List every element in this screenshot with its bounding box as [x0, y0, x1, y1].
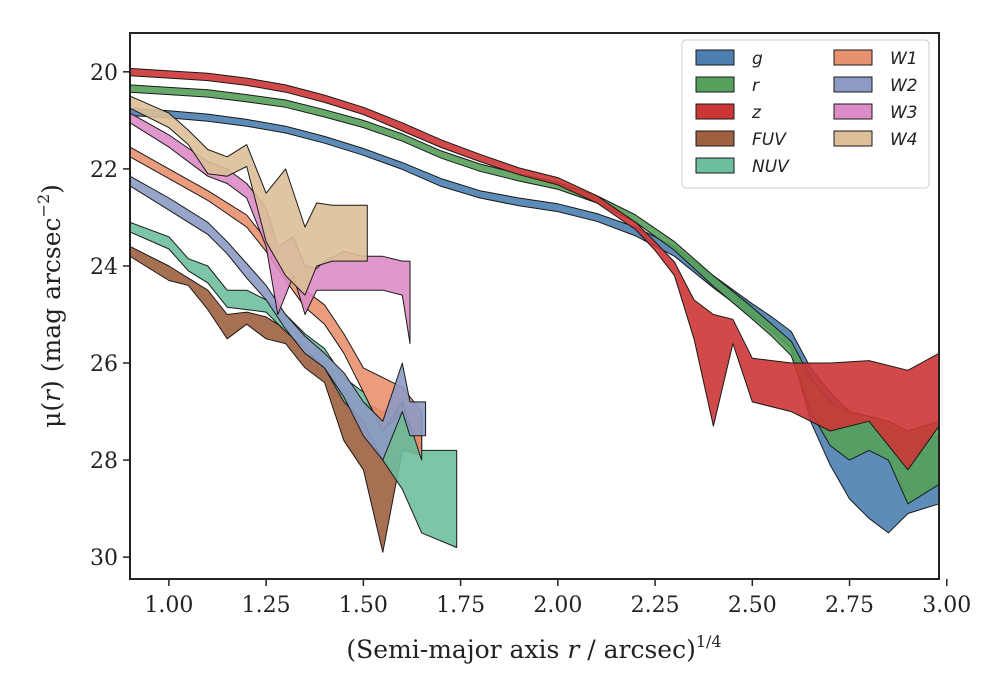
x-tick-label: 1.75: [436, 593, 485, 618]
band-z: [130, 67, 939, 471]
band-w2: [130, 175, 427, 461]
legend-label: W3: [890, 103, 918, 123]
legend-item-w3: W3: [833, 103, 918, 123]
legend-swatch: [695, 130, 735, 147]
x-tick-label: 3.00: [922, 593, 971, 618]
y-tick-label: 22: [90, 158, 118, 183]
legend-swatch: [833, 76, 873, 93]
legend-label: W1: [890, 49, 918, 69]
legend-label: z: [751, 103, 762, 123]
y-tick-label: 26: [90, 352, 118, 377]
x-tick-label: 2.75: [825, 593, 874, 618]
y-axis-label: μ(r) (mag arcsec−2): [34, 184, 66, 428]
legend-swatch: [695, 76, 735, 93]
legend-item-nuv: NUV: [695, 157, 790, 177]
legend-item-z: z: [695, 103, 762, 123]
legend-swatch: [695, 103, 735, 120]
x-tick-label: 1.00: [144, 593, 193, 618]
legend-swatch: [833, 49, 873, 66]
legend-swatch: [695, 49, 735, 66]
band-nuv: [130, 221, 458, 548]
band-r: [130, 84, 939, 505]
x-axis-label: (Semi-major axis r / arcsec)1/4: [346, 632, 721, 664]
y-tick-label: 20: [90, 61, 118, 86]
band-w4: [130, 95, 368, 296]
series-bands: [130, 67, 939, 553]
plot-frame: [129, 32, 940, 580]
legend-label: NUV: [752, 157, 790, 177]
legend-item-g: g: [695, 49, 763, 69]
legend-item-w4: W4: [833, 130, 918, 150]
legend: grz FUV NUV W1 W2 W3 W4: [681, 39, 930, 189]
y-tick-label: 30: [90, 546, 118, 571]
legend-item-w2: W2: [833, 76, 918, 96]
band-g: [130, 107, 939, 534]
legend-item-fuv: FUV: [695, 130, 787, 150]
x-axis-ticks: 1.00 1.25 1.50 1.75 2.00 2.25 2.50 2.75 3.00: [144, 579, 971, 618]
x-tick-label: 1.25: [242, 593, 291, 618]
x-tick-label: 1.50: [339, 593, 388, 618]
legend-label: W4: [890, 130, 918, 150]
y-tick-label: 24: [90, 255, 118, 280]
legend-item-r: r: [695, 76, 760, 96]
legend-swatch: [833, 103, 873, 120]
legend-swatch: [833, 130, 873, 147]
legend-label: r: [752, 76, 760, 96]
legend-label: FUV: [752, 130, 787, 150]
y-tick-label: 28: [90, 449, 118, 474]
x-tick-label: 2.50: [728, 593, 777, 618]
x-tick-label: 2.25: [631, 593, 680, 618]
y-axis-ticks: 20 22 24 26 28 30: [90, 61, 130, 571]
x-tick-label: 2.00: [533, 593, 582, 618]
legend-swatch: [695, 157, 735, 174]
legend-label: W2: [890, 76, 918, 96]
legend-item-w1: W1: [833, 49, 918, 69]
legend-label: g: [752, 49, 763, 69]
